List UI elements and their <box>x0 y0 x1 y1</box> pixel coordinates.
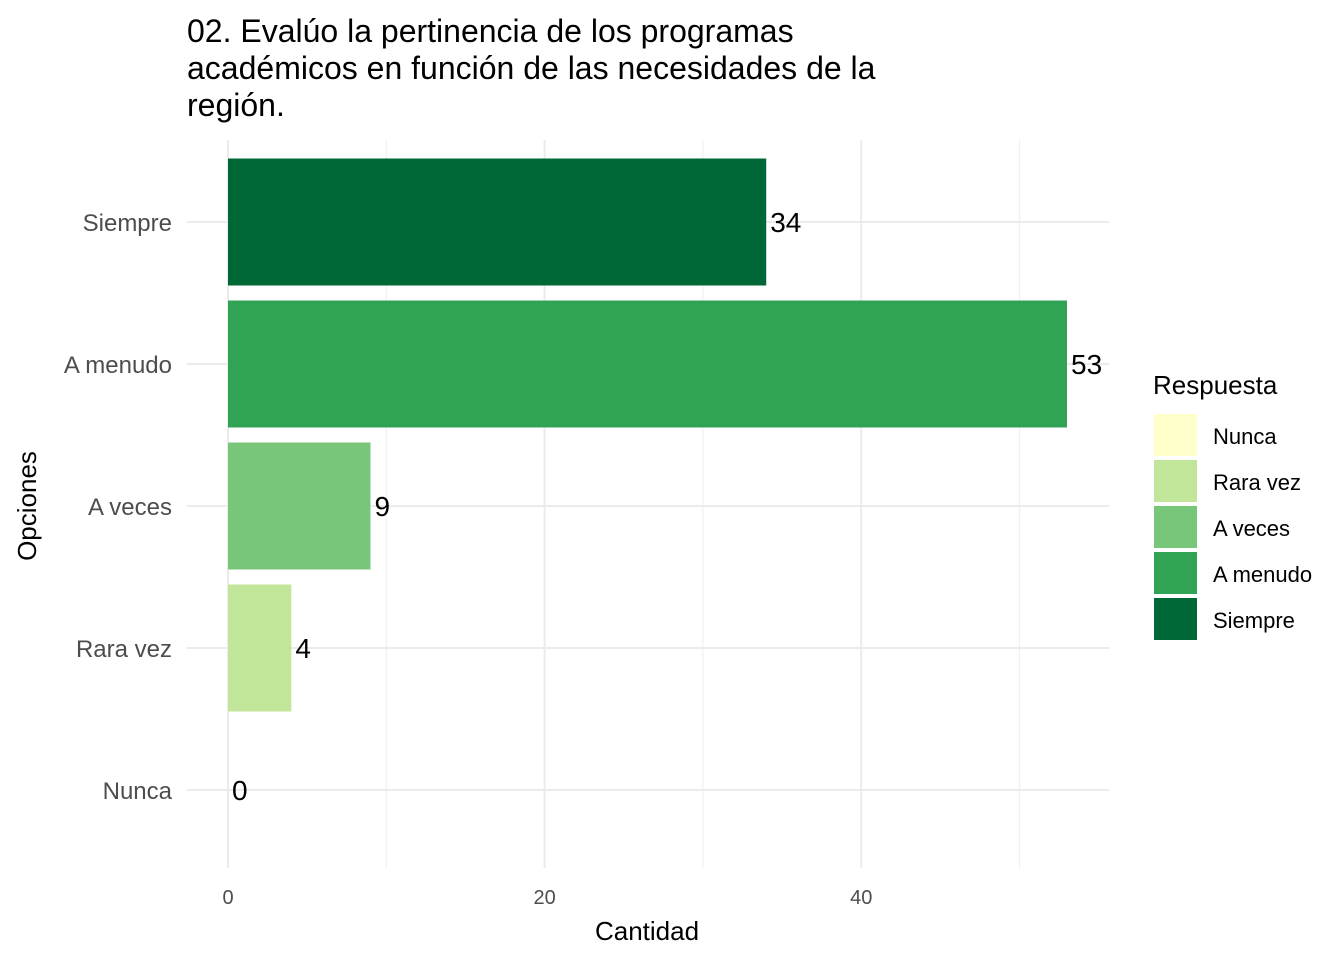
legend-label: Siempre <box>1213 608 1295 633</box>
chart-title-line: académicos en función de las necesidades… <box>187 50 876 86</box>
bar-a-menudo <box>228 300 1067 428</box>
chart-title-line: 02. Evalúo la pertinencia de los program… <box>187 13 794 49</box>
y-tick-label: A veces <box>88 494 172 521</box>
y-tick-label: Siempre <box>83 210 172 237</box>
data-label: 4 <box>295 633 311 664</box>
chart-title-line: región. <box>187 87 285 123</box>
legend-title: Respuesta <box>1153 370 1278 400</box>
bars <box>228 158 1067 712</box>
bar-a-veces <box>228 442 371 570</box>
data-label: 34 <box>770 207 801 238</box>
legend-swatch <box>1154 552 1197 594</box>
legend-swatch <box>1154 460 1197 502</box>
data-label: 0 <box>232 775 248 806</box>
legend-label: A veces <box>1213 516 1290 541</box>
legend-label: Rara vez <box>1213 470 1301 495</box>
chart-title: 02. Evalúo la pertinencia de los program… <box>187 13 876 123</box>
data-label: 53 <box>1071 349 1102 380</box>
x-axis-title: Cantidad <box>595 916 699 946</box>
legend-label: Nunca <box>1213 424 1277 449</box>
legend-swatch <box>1154 598 1197 640</box>
y-tick-label: Nunca <box>103 778 173 805</box>
x-tick-label: 20 <box>533 887 555 909</box>
x-axis-ticks: 0 20 40 <box>222 887 872 909</box>
x-tick-label: 0 <box>222 887 233 909</box>
bar-rara-vez <box>228 584 292 712</box>
data-label: 9 <box>374 491 390 522</box>
y-axis-labels: Siempre A menudo A veces Rara vez Nunca <box>64 210 173 805</box>
data-labels: 34 53 9 4 0 <box>232 207 1102 806</box>
legend-label: A menudo <box>1213 562 1312 587</box>
bar-siempre <box>228 158 767 286</box>
x-tick-label: 40 <box>850 887 872 909</box>
y-tick-label: Rara vez <box>76 636 172 663</box>
legend-swatch <box>1154 506 1197 548</box>
y-tick-label: A menudo <box>64 352 172 379</box>
legend: Respuesta Nunca Rara vez A veces A menudo Sie… <box>1153 370 1312 640</box>
legend-swatch <box>1154 414 1197 456</box>
y-axis-title: Opciones <box>12 451 42 561</box>
